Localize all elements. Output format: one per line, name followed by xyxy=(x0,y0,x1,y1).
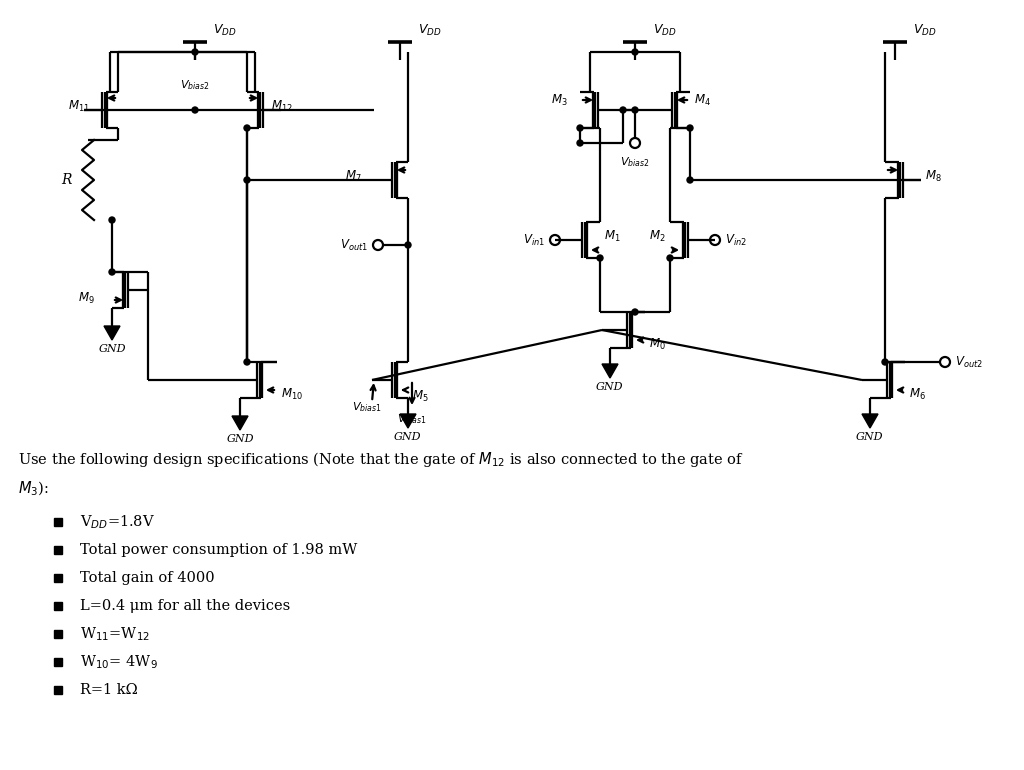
Text: $V_{out2}$: $V_{out2}$ xyxy=(955,354,983,370)
Polygon shape xyxy=(602,364,618,378)
Circle shape xyxy=(406,242,411,248)
Circle shape xyxy=(597,255,603,261)
Circle shape xyxy=(577,125,583,131)
Text: Use the following design specifications (Note that the gate of $M_{12}$ is also : Use the following design specifications … xyxy=(18,450,743,469)
Text: $M_5$: $M_5$ xyxy=(412,388,429,403)
Text: $V_{DD}$: $V_{DD}$ xyxy=(213,23,237,38)
Text: GND: GND xyxy=(394,432,422,442)
Polygon shape xyxy=(862,414,878,428)
Bar xyxy=(54,630,62,638)
Text: $M_2$: $M_2$ xyxy=(649,229,666,243)
Text: R=1 kΩ: R=1 kΩ xyxy=(80,683,138,697)
Circle shape xyxy=(577,140,583,146)
Text: $M_1$: $M_1$ xyxy=(604,229,621,243)
Circle shape xyxy=(687,125,693,131)
Text: $M_{10}$: $M_{10}$ xyxy=(281,387,303,401)
Text: $V_{in2}$: $V_{in2}$ xyxy=(725,233,746,247)
Text: $M_{11}$: $M_{11}$ xyxy=(68,99,90,113)
Text: GND: GND xyxy=(226,434,254,444)
Text: $V_{DD}$: $V_{DD}$ xyxy=(913,23,937,38)
Polygon shape xyxy=(104,326,120,340)
Text: $M_{12}$: $M_{12}$ xyxy=(271,99,293,113)
Circle shape xyxy=(882,359,888,365)
Text: $M_6$: $M_6$ xyxy=(909,387,926,401)
Text: $M_7$: $M_7$ xyxy=(345,169,361,183)
Text: W$_{11}$=W$_{12}$: W$_{11}$=W$_{12}$ xyxy=(80,625,150,643)
Text: Total gain of 4000: Total gain of 4000 xyxy=(80,571,215,585)
Circle shape xyxy=(687,177,693,183)
Circle shape xyxy=(632,49,638,55)
Circle shape xyxy=(244,177,250,183)
Polygon shape xyxy=(232,416,248,430)
Bar xyxy=(54,686,62,694)
Bar xyxy=(54,658,62,666)
Circle shape xyxy=(620,107,626,113)
Text: GND: GND xyxy=(596,382,624,392)
Text: $M_3$):: $M_3$): xyxy=(18,480,49,498)
Text: $M_4$: $M_4$ xyxy=(694,92,711,108)
Circle shape xyxy=(193,49,198,55)
Bar xyxy=(54,546,62,554)
Text: $M_0$: $M_0$ xyxy=(649,336,666,352)
Circle shape xyxy=(109,269,115,275)
Circle shape xyxy=(109,217,115,223)
Text: R: R xyxy=(60,173,72,187)
Circle shape xyxy=(244,359,250,365)
Text: GND: GND xyxy=(98,344,126,354)
Text: $V_{bias1}$: $V_{bias1}$ xyxy=(397,412,427,426)
Circle shape xyxy=(632,107,638,113)
Text: $M_3$: $M_3$ xyxy=(551,92,568,108)
Text: $V_{out1}$: $V_{out1}$ xyxy=(340,237,368,253)
Circle shape xyxy=(193,107,198,113)
Text: $V_{DD}$: $V_{DD}$ xyxy=(418,23,441,38)
Text: $M_8$: $M_8$ xyxy=(925,169,942,183)
Polygon shape xyxy=(400,414,416,428)
Text: $V_{bias2}$: $V_{bias2}$ xyxy=(621,155,650,169)
Text: GND: GND xyxy=(856,432,884,442)
Bar xyxy=(54,518,62,526)
Text: V$_{DD}$=1.8V: V$_{DD}$=1.8V xyxy=(80,513,155,531)
Text: $V_{bias1}$: $V_{bias1}$ xyxy=(352,400,382,413)
Circle shape xyxy=(632,309,638,315)
Bar xyxy=(54,574,62,582)
Bar xyxy=(54,602,62,610)
Text: L=0.4 μm for all the devices: L=0.4 μm for all the devices xyxy=(80,599,290,613)
Circle shape xyxy=(667,255,673,261)
Text: W$_{10}$= 4W$_{9}$: W$_{10}$= 4W$_{9}$ xyxy=(80,653,158,671)
Text: $V_{DD}$: $V_{DD}$ xyxy=(653,23,677,38)
Text: $V_{bias2}$: $V_{bias2}$ xyxy=(180,79,210,92)
Text: Total power consumption of 1.98 mW: Total power consumption of 1.98 mW xyxy=(80,543,357,557)
Text: $V_{in1}$: $V_{in1}$ xyxy=(523,233,545,247)
Text: $M_9$: $M_9$ xyxy=(78,290,95,306)
Circle shape xyxy=(244,125,250,131)
